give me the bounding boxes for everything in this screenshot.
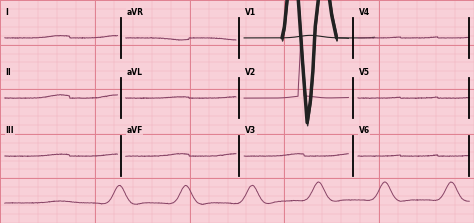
Text: aVR: aVR bbox=[127, 8, 144, 17]
Text: II: II bbox=[6, 68, 11, 77]
Text: aVL: aVL bbox=[127, 68, 143, 77]
Text: aVF: aVF bbox=[127, 126, 143, 135]
Text: V6: V6 bbox=[359, 126, 370, 135]
Text: V2: V2 bbox=[245, 68, 256, 77]
Text: I: I bbox=[6, 8, 9, 17]
Text: V5: V5 bbox=[359, 68, 370, 77]
Text: V4: V4 bbox=[359, 8, 370, 17]
Text: III: III bbox=[6, 126, 14, 135]
Text: V1: V1 bbox=[245, 8, 256, 17]
Text: V3: V3 bbox=[245, 126, 256, 135]
